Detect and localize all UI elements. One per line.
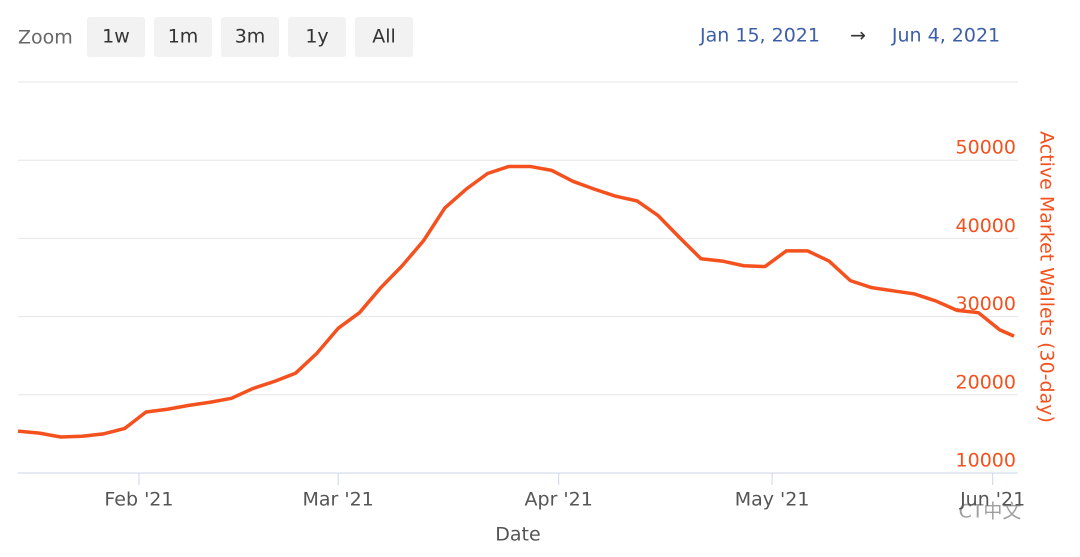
x-tick-label: Mar '21 <box>302 489 373 511</box>
zoom-button-label: 3m <box>235 26 266 48</box>
watermark: CT中文 <box>959 501 1022 523</box>
range-from[interactable]: Jan 15, 2021 <box>699 25 820 47</box>
x-tick-label: Jun '21 <box>959 489 1025 511</box>
y-tick-label: 50000 <box>956 137 1016 159</box>
zoom-button[interactable]: All <box>355 17 413 57</box>
y-tick-label: 10000 <box>956 450 1016 472</box>
zoom-button-label: 1m <box>168 26 199 48</box>
zoom-button-bg <box>288 17 346 57</box>
zoom-button[interactable]: 1w <box>87 17 145 57</box>
zoom-button[interactable]: 1m <box>154 17 212 57</box>
y-axis-title: Active Market Wallets (30-day) <box>1036 131 1058 423</box>
x-tick-label: Feb '21 <box>104 489 173 511</box>
range-to[interactable]: Jun 4, 2021 <box>891 25 1000 47</box>
x-tick-label: Apr '21 <box>525 489 593 511</box>
x-tick-label: May '21 <box>735 489 810 511</box>
zoom-label: Zoom <box>18 27 73 49</box>
zoom-button-bg <box>221 17 279 57</box>
zoom-button-bg <box>355 17 413 57</box>
zoom-button[interactable]: 1y <box>288 17 346 57</box>
x-axis-title: Date <box>495 524 540 546</box>
zoom-button-bg <box>154 17 212 57</box>
zoom-button-label: 1y <box>305 26 328 48</box>
y-tick-label: 20000 <box>956 371 1016 393</box>
zoom-button-label: 1w <box>102 26 130 48</box>
zoom-button[interactable]: 3m <box>221 17 279 57</box>
y-tick-label: 40000 <box>956 215 1016 237</box>
y-tick-label: 30000 <box>956 293 1016 315</box>
zoom-button-label: All <box>372 26 396 48</box>
zoom-button-bg <box>87 17 145 57</box>
line-series <box>17 164 1015 439</box>
range-arrow: → <box>850 25 866 47</box>
